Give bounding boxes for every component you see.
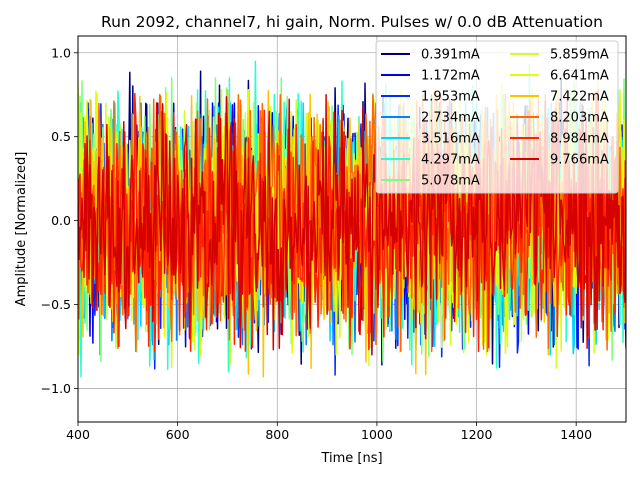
legend-entry-label: 6.641mA bbox=[550, 69, 609, 84]
legend-entry-label: 0.391mA bbox=[421, 48, 480, 63]
legend-entry-label: 1.172mA bbox=[421, 69, 480, 84]
plot-area-frame bbox=[77, 35, 627, 423]
x-tick-label: 800 bbox=[265, 427, 289, 442]
legend-entry-label: 8.984mA bbox=[550, 132, 609, 147]
legend: 0.391mA 1.172mA 1.953mA 2.734mA 3.516mA 4.297… bbox=[375, 40, 619, 194]
chart-title: Run 2092, channel7, hi gain, Norm. Pulse… bbox=[101, 13, 603, 31]
y-tick-label: 1.0 bbox=[51, 45, 71, 60]
x-tick-label: 400 bbox=[66, 427, 90, 442]
y-tick-label: −1.0 bbox=[41, 381, 71, 396]
y-tick-label: 0.5 bbox=[51, 129, 71, 144]
y-tick-label: 0.0 bbox=[51, 213, 71, 228]
x-tick-label: 600 bbox=[166, 427, 190, 442]
x-tick-label: 1400 bbox=[560, 427, 592, 442]
x-tick-label: 1000 bbox=[361, 427, 393, 442]
legend-entry-label: 8.203mA bbox=[550, 111, 609, 126]
legend-entry-label: 2.734mA bbox=[421, 111, 480, 126]
legend-entry-label: 5.078mA bbox=[421, 174, 480, 189]
legend-entry-label: 3.516mA bbox=[421, 132, 480, 147]
legend-entry-label: 5.859mA bbox=[550, 48, 609, 63]
legend-entry-label: 9.766mA bbox=[550, 153, 609, 168]
series-layer bbox=[78, 60, 626, 378]
y-axis-label: Amplitude [Normalized] bbox=[14, 152, 29, 307]
legend-box bbox=[375, 40, 619, 194]
y-tick-label: −0.5 bbox=[41, 297, 71, 312]
x-tick-label: 1200 bbox=[461, 427, 493, 442]
legend-entry-label: 4.297mA bbox=[421, 153, 480, 168]
x-axis-label: Time [ns] bbox=[320, 451, 382, 466]
axis-ticks: 400 600 800 1000 1200 1400 −1.0 −0.5 0.0 0.5 1.0 bbox=[41, 45, 592, 442]
legend-entry-label: 1.953mA bbox=[421, 90, 480, 105]
legend-entry-label: 7.422mA bbox=[550, 90, 609, 105]
